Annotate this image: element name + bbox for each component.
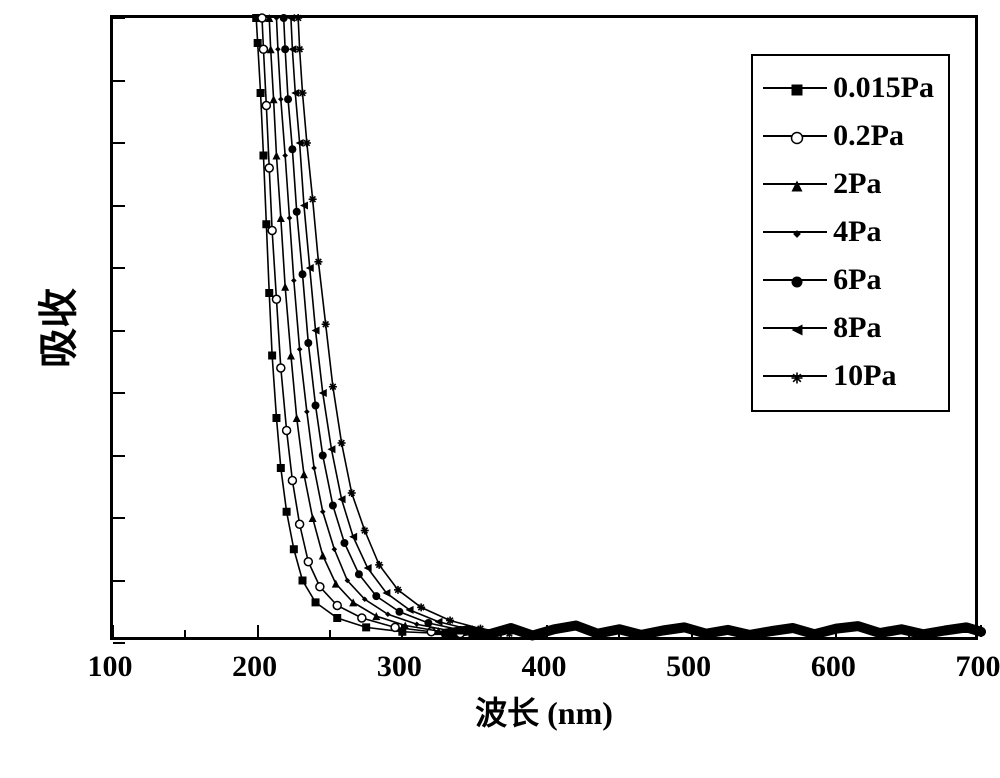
x-tick <box>546 625 548 637</box>
legend-marker-icon <box>790 131 800 141</box>
x-tick-minor <box>184 630 186 637</box>
legend-line-icon <box>763 375 827 377</box>
legend-line-icon <box>763 135 827 137</box>
x-tick <box>835 625 837 637</box>
x-tick-label: 700 <box>956 650 1000 684</box>
legend-line-icon <box>763 279 827 281</box>
x-tick-label: 200 <box>232 650 277 684</box>
legend-marker-icon <box>790 227 800 237</box>
x-axis-title: 波长 (nm) <box>475 688 613 734</box>
x-tick-label: 100 <box>88 650 133 684</box>
figure: 吸收 波长 (nm) 0.015Pa0.2Pa2Pa4Pa6Pa8Pa10Pa … <box>0 0 1000 778</box>
y-tick <box>113 80 125 82</box>
legend-marker-icon <box>790 323 800 333</box>
series-line <box>291 18 498 634</box>
y-tick <box>113 142 125 144</box>
x-tick-minor <box>908 630 910 637</box>
x-tick <box>691 625 693 637</box>
x-tick-minor <box>763 630 765 637</box>
legend-label: 8Pa <box>833 311 881 345</box>
x-tick <box>112 625 114 637</box>
x-tick-label: 400 <box>522 650 567 684</box>
series-line <box>256 18 446 634</box>
legend-row: 0.015Pa <box>763 64 934 112</box>
legend-marker-icon <box>790 83 800 93</box>
y-axis-title: 吸收 <box>26 288 84 368</box>
legend-line-icon <box>763 231 827 233</box>
legend-label: 2Pa <box>833 167 881 201</box>
legend-label: 0.2Pa <box>833 119 904 153</box>
y-tick <box>113 642 125 644</box>
y-tick <box>113 205 125 207</box>
legend-marker-icon <box>790 275 800 285</box>
x-tick <box>257 625 259 637</box>
legend-line-icon <box>763 327 827 329</box>
series-markers <box>280 14 493 638</box>
legend-row: 0.2Pa <box>763 112 934 160</box>
x-tick <box>401 625 403 637</box>
x-tick-minor <box>329 630 331 637</box>
legend-marker-icon <box>790 371 800 381</box>
series-line <box>269 18 472 634</box>
legend: 0.015Pa 0.2Pa 2Pa 4Pa 6Pa 8Pa 10Pa <box>751 54 950 412</box>
y-tick <box>113 267 125 269</box>
legend-row: 8Pa <box>763 304 934 352</box>
x-tick-label: 300 <box>377 650 422 684</box>
x-tick <box>980 625 982 637</box>
legend-row: 6Pa <box>763 256 934 304</box>
x-tick-minor <box>618 630 620 637</box>
legend-row: 2Pa <box>763 160 934 208</box>
baseline-wobble <box>446 626 981 636</box>
x-tick-minor <box>474 630 476 637</box>
legend-row: 10Pa <box>763 352 934 400</box>
series-markers <box>294 14 513 638</box>
x-tick-label: 600 <box>811 650 856 684</box>
y-tick <box>113 580 125 582</box>
legend-line-icon <box>763 87 827 89</box>
y-tick <box>113 455 125 457</box>
series-markers <box>274 15 484 636</box>
legend-label: 10Pa <box>833 359 896 393</box>
legend-row: 4Pa <box>763 208 934 256</box>
legend-marker-icon <box>790 179 800 189</box>
y-tick <box>113 517 125 519</box>
y-tick <box>113 392 125 394</box>
series-line <box>298 18 509 634</box>
legend-label: 0.015Pa <box>833 71 934 105</box>
x-tick-label: 500 <box>666 650 711 684</box>
legend-label: 6Pa <box>833 263 881 297</box>
y-tick <box>113 17 125 19</box>
y-tick <box>113 330 125 332</box>
legend-line-icon <box>763 183 827 185</box>
legend-label: 4Pa <box>833 215 881 249</box>
